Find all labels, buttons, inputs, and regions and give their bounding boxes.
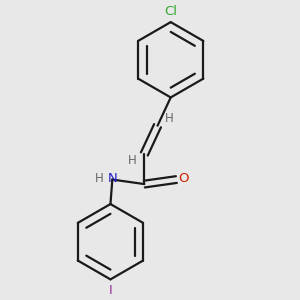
Text: H: H (165, 112, 174, 125)
Text: I: I (109, 284, 112, 297)
Text: Cl: Cl (164, 4, 177, 18)
Text: O: O (178, 172, 188, 185)
Text: N: N (107, 172, 117, 185)
Text: H: H (95, 172, 104, 185)
Text: H: H (128, 154, 137, 167)
